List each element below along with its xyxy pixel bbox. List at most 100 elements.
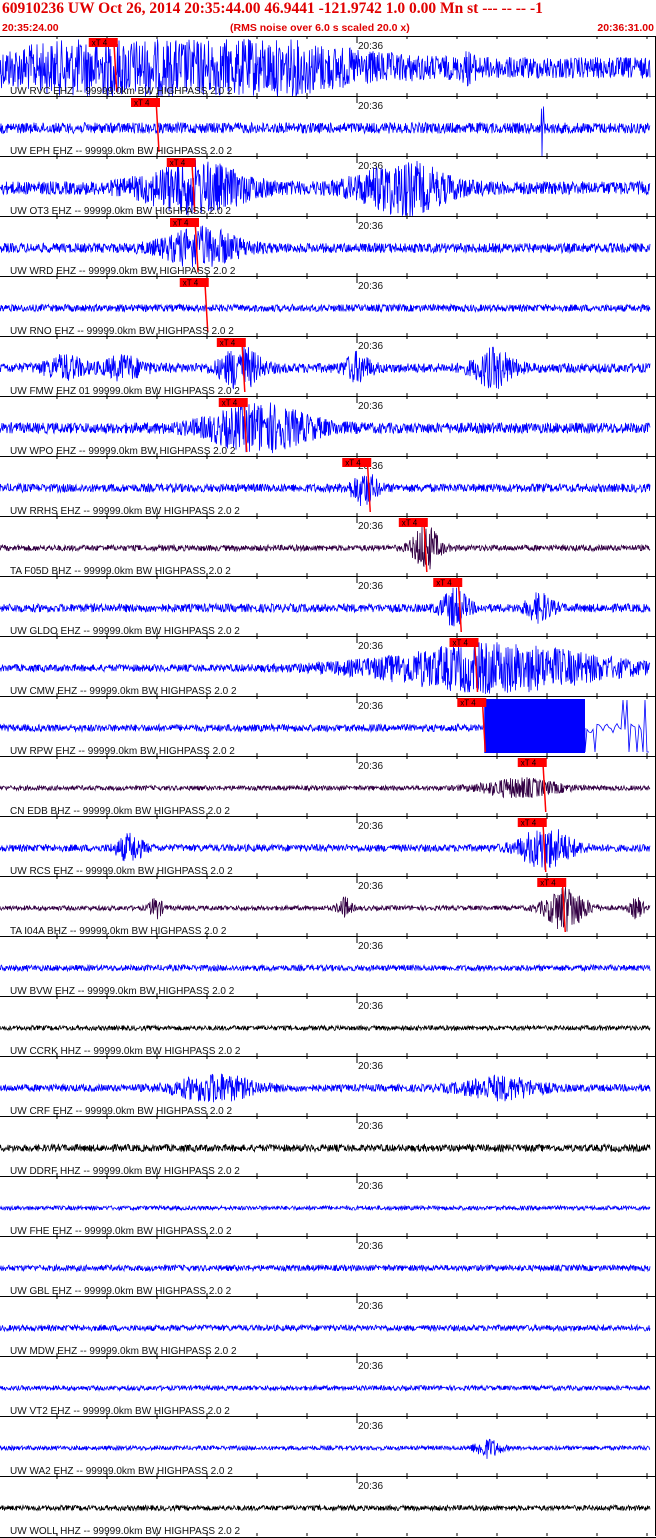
pick-label: xT 4 <box>402 519 418 528</box>
minute-tick-label: 20:36 <box>358 101 383 112</box>
station-label: UW CMW EHZ -- 99999.0km BW HIGHPASS 2.0 … <box>10 686 237 697</box>
pick-line <box>481 698 487 753</box>
pick-label: xT 4 <box>540 879 556 888</box>
minute-tick-label: 20:36 <box>358 641 383 652</box>
seismogram-plot: 20:36 xT 4 UW RVC EHZ -- 99999.0km BW HIGH… <box>0 36 656 1538</box>
waveform-trace <box>0 346 651 390</box>
trace-panel: 20:36 xT 4 UW RVC EHZ -- 99999.0km BW HIGH… <box>0 36 656 97</box>
minute-tick-label: 20:36 <box>358 701 383 712</box>
station-label: UW RVC EHZ -- 99999.0km BW HIGHPASS 2.0 … <box>10 86 233 97</box>
pick-flag <box>131 98 160 107</box>
trace-panel: 20:36 xT 4 UW OT3 EHZ -- 99999.0km BW HIGH… <box>0 156 656 217</box>
pick-line <box>423 518 428 573</box>
minute-tick-label: 20:36 <box>358 581 383 592</box>
waveform-trace <box>0 159 651 217</box>
waveform-trace <box>0 1143 651 1153</box>
waveform-trace <box>0 474 651 507</box>
trace-panel: 20:36 xT 4 UW RNO EHZ -- 99999.0km BW HIGH… <box>0 276 656 337</box>
trace-panel: 20:36 xT 4 UW GLDO EHZ -- 99999.0km BW HIG… <box>0 576 656 637</box>
waveform-trace <box>0 722 485 734</box>
plot-header: 60910236 UW Oct 26, 2014 20:35:44.00 46.… <box>0 0 656 36</box>
pick-line <box>241 338 246 393</box>
pick-line <box>542 758 547 813</box>
pick-label: xT 4 <box>183 279 199 288</box>
waveform-trace <box>0 829 651 871</box>
minute-tick-label: 20:36 <box>358 1361 383 1372</box>
pick-label: xT 4 <box>521 819 537 828</box>
start-time: 20:35:24.00 <box>2 22 59 34</box>
station-label: UW WPO EHZ -- 99999.0km BW HIGHPASS 2.0 … <box>10 446 236 457</box>
trace-panel: 20:36 UW WOLL HHZ -- 99999.0km BW HIGHPAS… <box>0 1476 656 1537</box>
minute-tick-label: 20:36 <box>358 1421 383 1432</box>
pick-line <box>191 158 196 213</box>
waveform-trace <box>0 526 651 570</box>
rms-note: (RMS noise over 6.0 s scaled 20.0 x) <box>230 22 410 34</box>
waveform-trace <box>0 225 651 268</box>
waveform-trace <box>0 1263 651 1273</box>
minute-tick-label: 20:36 <box>358 821 383 832</box>
pick-flag <box>170 218 199 227</box>
station-label: TA F05D BHZ -- 99999.0km BW HIGHPASS 2.0… <box>10 566 231 577</box>
station-label: UW WA2 EHZ -- 99999.0km BW HIGHPASS 2.0 … <box>10 1466 233 1477</box>
pick-label: xT 4 <box>173 219 189 228</box>
waveform-trace <box>0 1384 651 1392</box>
minute-tick-label: 20:36 <box>358 941 383 952</box>
trace-panel: 20:36 xT 4 UW WPO EHZ -- 99999.0km BW HIGH… <box>0 396 656 457</box>
pick-flag <box>449 638 479 647</box>
station-label: UW RNO EHZ -- 99999.0km BW HIGHPASS 2.0 … <box>10 326 234 337</box>
pick-label: xT 4 <box>453 639 469 648</box>
waveform-trace <box>0 1024 651 1032</box>
event-title: 60910236 UW Oct 26, 2014 20:35:44.00 46.… <box>2 0 543 17</box>
station-label: UW MDW EHZ -- 99999.0km BW HIGHPASS 2.0 … <box>10 1346 237 1357</box>
station-label: UW DDRF HHZ -- 99999.0km BW HIGHPASS 2.0… <box>10 1166 240 1177</box>
minute-tick-label: 20:36 <box>358 341 383 352</box>
station-label: UW WRD EHZ -- 99999.0km BW HIGHPASS 2.0 … <box>10 266 236 277</box>
trace-panel: 20:36 UW CCRK HHZ -- 99999.0km BW HIGHPAS… <box>0 996 656 1057</box>
pick-flag <box>179 278 209 287</box>
minute-tick-label: 20:36 <box>358 221 383 232</box>
waveform-trace <box>0 963 651 973</box>
station-label: TA I04A BHZ -- 99999.0km BW HIGHPASS 2.0… <box>10 926 227 937</box>
station-label: UW RCS EHZ -- 99999.0km BW HIGHPASS 2.0 … <box>10 866 233 877</box>
pick-flag <box>398 518 428 527</box>
minute-tick-label: 20:36 <box>358 281 383 292</box>
pick-line <box>561 878 566 933</box>
pick-label: xT 4 <box>436 579 452 588</box>
minute-tick-label: 20:36 <box>358 1061 383 1072</box>
pick-flag <box>517 758 547 767</box>
station-label: UW BVW EHZ -- 99999.0km BW HIGHPASS 2.0 … <box>10 986 235 997</box>
end-time: 20:36:31.00 <box>597 22 654 34</box>
pick-flag <box>342 458 372 467</box>
waveform-trace-clipped <box>584 699 649 753</box>
pick-line <box>457 578 462 633</box>
minute-tick-label: 20:36 <box>358 41 383 52</box>
pick-label: xT 4 <box>345 459 361 468</box>
pick-line <box>366 458 371 513</box>
station-label: UW FMW EHZ 01 99999.0km BW HIGHPASS 2.0 … <box>10 386 240 397</box>
pick-flag <box>433 578 463 587</box>
pick-flag <box>88 38 118 47</box>
minute-tick-label: 20:36 <box>358 1241 383 1252</box>
minute-tick-label: 20:36 <box>358 521 383 532</box>
trace-panel: 20:36 UW DDRF HHZ -- 99999.0km BW HIGHPAS… <box>0 1116 656 1177</box>
trace-panel: 20:36 xT 4 UW FMW EHZ 01 99999.0km BW HIGH… <box>0 336 656 397</box>
pick-line <box>243 398 248 453</box>
waveform-trace <box>0 777 651 799</box>
trace-panel: 20:36 xT 4 UW CMW EHZ -- 99999.0km BW HIGH… <box>0 636 656 697</box>
trace-panel: 20:36 UW GBL EHZ -- 99999.0km BW HIGHPASS… <box>0 1236 656 1297</box>
waveform-trace <box>0 1204 651 1212</box>
pick-label: xT 4 <box>521 759 537 768</box>
waveform-trace <box>0 642 651 694</box>
waveform-trace <box>0 1503 651 1513</box>
pick-label: xT 4 <box>220 339 236 348</box>
pick-flag <box>218 398 248 407</box>
minute-tick-label: 20:36 <box>358 761 383 772</box>
pick-line <box>113 38 118 93</box>
minute-tick-label: 20:36 <box>358 881 383 892</box>
trace-panel: 20:36 UW FHE EHZ -- 99999.0km BW HIGHPASS… <box>0 1176 656 1237</box>
pick-line <box>194 218 199 273</box>
station-label: UW CRF EHZ -- 99999.0km BW HIGHPASS 2.0 … <box>10 1106 233 1117</box>
minute-tick-label: 20:36 <box>358 1121 383 1132</box>
pick-line <box>542 818 547 873</box>
pick-line <box>204 278 209 333</box>
